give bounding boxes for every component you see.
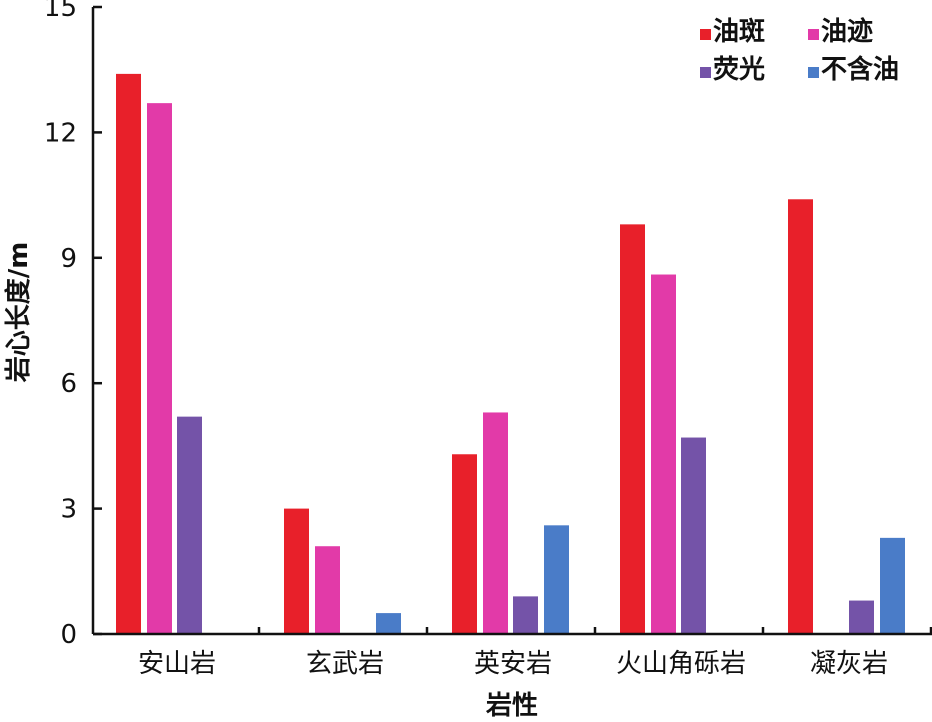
bar <box>849 600 874 634</box>
y-tick-label: 12 <box>44 118 77 148</box>
legend-swatch <box>808 67 819 78</box>
x-axis: 安山岩 玄武岩 英安岩 火山角砾岩 凝灰岩 <box>93 627 932 679</box>
y-axis-ticks: 0 3 6 9 12 15 <box>44 0 102 650</box>
x-category-label: 火山角砾岩 <box>616 649 746 679</box>
legend-label: 荧光 <box>713 55 765 85</box>
y-tick-label: 15 <box>44 0 77 23</box>
x-category-label: 凝灰岩 <box>810 649 888 679</box>
bar <box>651 274 676 634</box>
bar <box>315 546 340 634</box>
y-axis-title: 岩心长度/m <box>3 242 34 384</box>
legend-label: 不含油 <box>821 54 899 85</box>
bar <box>681 437 706 634</box>
legend-swatch <box>700 29 711 40</box>
y-tick-label: 0 <box>60 620 77 650</box>
bar <box>147 103 172 634</box>
x-category-label: 玄武岩 <box>306 649 384 679</box>
bar <box>788 199 813 634</box>
x-axis-title: 岩性 <box>485 691 538 721</box>
x-category-label: 安山岩 <box>138 649 216 679</box>
bars <box>116 73 905 635</box>
bar <box>880 537 905 634</box>
bar <box>452 454 477 634</box>
y-tick-label: 3 <box>60 495 77 525</box>
bar <box>376 613 401 634</box>
bar <box>513 596 538 634</box>
y-tick-label: 6 <box>60 369 77 399</box>
legend-label: 油迹 <box>821 16 873 47</box>
bar <box>544 525 569 634</box>
bar <box>116 73 141 634</box>
x-category-label: 英安岩 <box>474 649 552 679</box>
bar <box>620 224 645 635</box>
y-tick-label: 9 <box>60 244 77 274</box>
legend-swatch <box>700 67 711 78</box>
legend-swatch <box>808 29 819 40</box>
bar <box>177 416 202 634</box>
bar <box>284 508 309 634</box>
bar <box>483 412 508 634</box>
legend-label: 油斑 <box>713 17 765 47</box>
